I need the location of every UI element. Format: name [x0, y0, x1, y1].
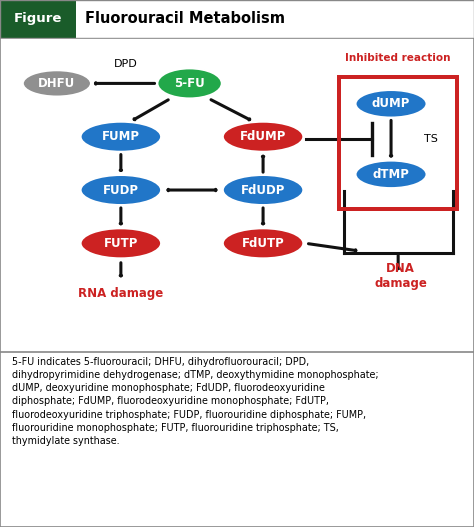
- Text: dUMP: dUMP: [372, 97, 410, 110]
- Ellipse shape: [23, 70, 91, 96]
- Text: RNA damage: RNA damage: [78, 287, 164, 300]
- Ellipse shape: [223, 228, 303, 258]
- Text: TS: TS: [424, 134, 438, 144]
- Ellipse shape: [81, 175, 161, 205]
- FancyBboxPatch shape: [339, 77, 457, 209]
- Text: FdUTP: FdUTP: [242, 237, 284, 250]
- Text: Inhibited reaction: Inhibited reaction: [346, 53, 451, 63]
- Text: 5-FU: 5-FU: [174, 77, 205, 90]
- Text: FdUMP: FdUMP: [240, 130, 286, 143]
- Text: DPD: DPD: [114, 60, 137, 69]
- FancyBboxPatch shape: [0, 352, 474, 527]
- Ellipse shape: [223, 175, 303, 205]
- Ellipse shape: [81, 228, 161, 258]
- Text: 5-FU indicates 5-fluorouracil; DHFU, dihydrofluorouracil; DPD,
dihydropyrimidine: 5-FU indicates 5-fluorouracil; DHFU, dih…: [12, 357, 378, 446]
- Text: DHFU: DHFU: [38, 77, 75, 90]
- Text: FUMP: FUMP: [102, 130, 140, 143]
- Ellipse shape: [223, 122, 303, 152]
- FancyBboxPatch shape: [0, 38, 474, 352]
- Text: FdUDP: FdUDP: [241, 183, 285, 197]
- Ellipse shape: [356, 90, 427, 118]
- Ellipse shape: [81, 122, 161, 152]
- FancyBboxPatch shape: [0, 0, 474, 38]
- Text: Figure: Figure: [14, 13, 62, 25]
- Text: dTMP: dTMP: [373, 168, 410, 181]
- Text: FUTP: FUTP: [104, 237, 138, 250]
- FancyBboxPatch shape: [0, 0, 76, 38]
- Ellipse shape: [356, 161, 427, 188]
- Text: Fluorouracil Metabolism: Fluorouracil Metabolism: [85, 12, 285, 26]
- Text: FUDP: FUDP: [103, 183, 139, 197]
- Text: DNA
damage: DNA damage: [374, 262, 427, 290]
- Ellipse shape: [157, 69, 222, 99]
